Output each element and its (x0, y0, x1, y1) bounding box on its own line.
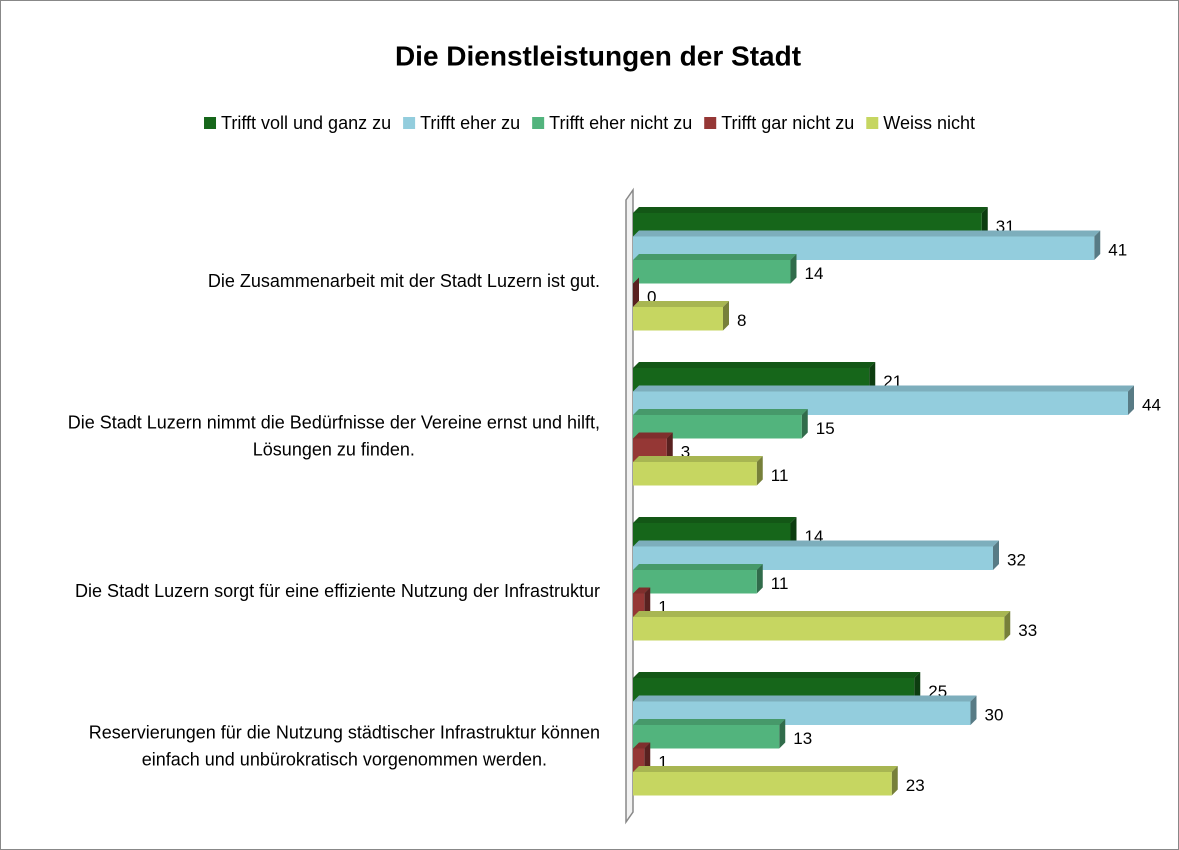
bar-top (633, 587, 651, 594)
bar (633, 277, 639, 307)
bar-top (633, 230, 1101, 237)
chart-title: Die Dienstleistungen der Stadt (395, 40, 801, 71)
bar-side (914, 672, 921, 702)
bar (633, 587, 651, 617)
bar-side (779, 719, 786, 749)
value-label: 14 (805, 264, 824, 283)
bar-side (970, 695, 977, 725)
legend-label: Trifft gar nicht zu (721, 113, 854, 133)
legend-label: Weiss nicht (883, 113, 975, 133)
bar-front (633, 748, 645, 772)
bar-front (633, 307, 723, 331)
bar-top (633, 564, 763, 570)
bar (633, 611, 1011, 641)
bar (633, 564, 763, 594)
bar-top (633, 456, 763, 462)
bar-top (633, 409, 808, 415)
bar-front (633, 617, 1005, 641)
bar-top (633, 766, 898, 772)
bar-side (869, 362, 876, 392)
bar-front (633, 570, 757, 594)
value-label: 11 (771, 466, 789, 485)
bar-top (633, 254, 797, 260)
bar-top (633, 517, 797, 523)
bar-side (1128, 385, 1134, 415)
value-label: 0 (647, 288, 656, 307)
bar-side (644, 742, 651, 772)
value-label: 32 (1007, 551, 1026, 570)
legend-swatch (532, 117, 545, 129)
bar-top (633, 611, 1011, 617)
bar-side (644, 587, 651, 617)
bar-side (666, 432, 673, 462)
bar-side (801, 409, 808, 439)
bar (633, 456, 763, 486)
legend-swatch (704, 117, 717, 129)
bar-top (633, 540, 999, 547)
bar-side (993, 540, 999, 570)
value-label: 23 (906, 776, 925, 795)
legend-swatch (866, 117, 879, 129)
bar-top (633, 672, 921, 678)
bar-front (633, 593, 645, 617)
bar (633, 719, 786, 749)
bar-side (981, 207, 988, 237)
bar-side (756, 456, 763, 486)
bar-top (633, 301, 729, 307)
category-label: Die Stadt Luzern nimmt die Bedürfnisse d… (68, 412, 600, 459)
bar-side (756, 564, 763, 594)
value-label: 11 (771, 574, 789, 593)
value-label: 30 (985, 706, 1004, 725)
value-label: 44 (1142, 396, 1161, 415)
value-label: 13 (793, 729, 812, 748)
value-label: 1 (658, 753, 667, 772)
legend-swatch (403, 117, 416, 129)
bar-top (633, 719, 786, 725)
bar (633, 301, 729, 331)
bar-front (633, 415, 802, 439)
category-label: Die Zusammenarbeit mit der Stadt Luzern … (208, 271, 600, 291)
bar-top (633, 432, 673, 439)
category-label: Reservierungen für die Nutzung städtisch… (89, 722, 600, 769)
legend-label: Trifft eher zu (420, 113, 520, 133)
bar-top (633, 695, 977, 702)
value-label: 3 (681, 443, 690, 462)
value-label: 33 (1018, 621, 1037, 640)
legend-label: Trifft eher nicht zu (549, 113, 692, 133)
bar-side (633, 277, 639, 307)
bar-side (891, 766, 898, 796)
bar-front (633, 772, 892, 796)
bar-side (723, 301, 729, 331)
bar (633, 254, 797, 284)
bar-front (633, 260, 791, 284)
bar-top (633, 385, 1134, 392)
bar (633, 742, 651, 772)
value-label: 8 (737, 311, 746, 330)
legend: Trifft voll und ganz zu Trifft eher zu Tri… (204, 113, 975, 133)
legend-label: Trifft voll und ganz zu (221, 113, 391, 133)
bar-side (1094, 230, 1101, 260)
bar-side (790, 254, 797, 284)
value-label: 15 (816, 419, 835, 438)
bar-front (633, 725, 780, 749)
value-label: 1 (658, 598, 667, 617)
bar-side (790, 517, 797, 547)
bar-top (633, 362, 876, 368)
legend-swatch (204, 117, 217, 129)
bar (633, 409, 808, 439)
axis-wall (625, 187, 634, 825)
bar-front (633, 462, 757, 486)
bar (633, 766, 898, 796)
value-label: 41 (1108, 241, 1127, 260)
bar-side (1004, 611, 1011, 641)
bar-top (633, 742, 651, 749)
category-label: Die Stadt Luzern sorgt für eine effizien… (75, 581, 600, 601)
bar-top (633, 207, 988, 213)
